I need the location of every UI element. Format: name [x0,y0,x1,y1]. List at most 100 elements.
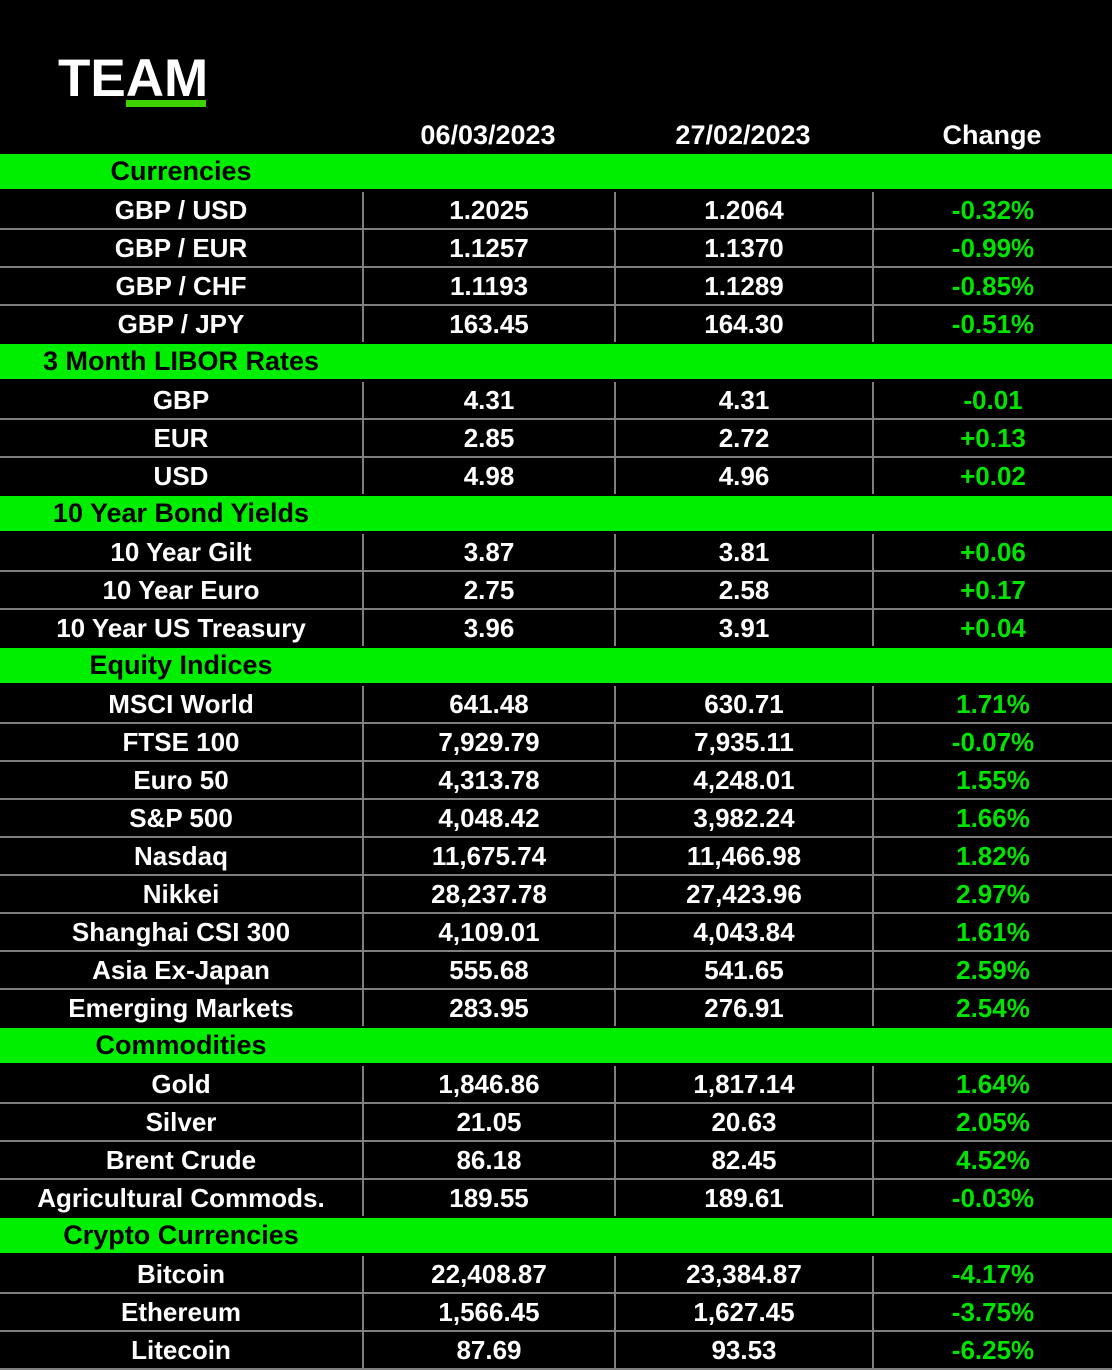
value-current: 189.55 [362,1180,614,1216]
row-label: Euro 50 [133,764,229,795]
value-previous: 3.81 [614,534,872,570]
value-previous: 2.58 [614,572,872,608]
table-section: 3 Month LIBOR Rates GBP 4.31 4.31 -0.01 … [0,344,1112,494]
row-label: GBP / JPY [117,308,245,339]
value-current: 2.75 [362,572,614,608]
table-row: Litecoin 87.69 93.53 -6.25% [0,1330,1112,1370]
row-label: Ethereum [121,1296,241,1327]
value-current: 2.85 [362,420,614,456]
section-title: Crypto Currencies [63,1220,299,1250]
value-change: -6.25% [872,1332,1112,1368]
value-change: 1.61% [872,914,1112,950]
table-row: Euro 50 4,313.78 4,248.01 1.55% [0,760,1112,798]
row-label: GBP / CHF [115,270,247,301]
value-change: 1.66% [872,800,1112,836]
value-previous: 4.31 [614,382,872,418]
value-current: 4,048.42 [362,800,614,836]
table-section: Currencies GBP / USD 1.2025 1.2064 -0.32… [0,154,1112,342]
table-row: GBP / USD 1.2025 1.2064 -0.32% [0,192,1112,228]
section-header-bar: Equity Indices [0,648,1112,683]
value-previous: 541.65 [614,952,872,988]
section-rows: 10 Year Gilt 3.87 3.81 +0.06 10 Year Eur… [0,534,1112,646]
date-previous-header: 27/02/2023 [675,119,811,150]
value-current: 86.18 [362,1142,614,1178]
table-row: GBP / CHF 1.1193 1.1289 -0.85% [0,266,1112,304]
table-row: Ethereum 1,566.45 1,627.45 -3.75% [0,1292,1112,1330]
table-row: Nasdaq 11,675.74 11,466.98 1.82% [0,836,1112,874]
table-section: Equity Indices MSCI World 641.48 630.71 … [0,648,1112,1026]
value-change: 4.52% [872,1142,1112,1178]
table-row: MSCI World 641.48 630.71 1.71% [0,686,1112,722]
table-row: Gold 1,846.86 1,817.14 1.64% [0,1066,1112,1102]
value-previous: 4,248.01 [614,762,872,798]
table-row: 10 Year Euro 2.75 2.58 +0.17 [0,570,1112,608]
section-rows: Bitcoin 22,408.87 23,384.87 -4.17% Ether… [0,1256,1112,1370]
row-label: Nasdaq [134,840,228,871]
value-previous: 93.53 [614,1332,872,1368]
value-previous: 11,466.98 [614,838,872,874]
section-title: 10 Year Bond Yields [52,498,310,528]
row-label: Shanghai CSI 300 [71,916,291,947]
value-previous: 164.30 [614,306,872,342]
row-label: Asia Ex-Japan [92,954,270,985]
row-label: Brent Crude [105,1144,257,1175]
table-row: Asia Ex-Japan 555.68 541.65 2.59% [0,950,1112,988]
value-change: -0.01 [872,382,1112,418]
value-change: -0.85% [872,268,1112,304]
row-label: 10 Year Euro [102,574,260,605]
value-change: 1.55% [872,762,1112,798]
row-label: Emerging Markets [68,992,294,1023]
value-current: 4.31 [362,382,614,418]
table-row: GBP / EUR 1.1257 1.1370 -0.99% [0,228,1112,266]
value-change: -0.99% [872,230,1112,266]
table-row: Shanghai CSI 300 4,109.01 4,043.84 1.61% [0,912,1112,950]
value-previous: 276.91 [614,990,872,1026]
value-current: 163.45 [362,306,614,342]
value-change: 2.59% [872,952,1112,988]
section-rows: Gold 1,846.86 1,817.14 1.64% Silver 21.0… [0,1066,1112,1216]
section-header-bar: Crypto Currencies [0,1218,1112,1253]
value-previous: 4,043.84 [614,914,872,950]
row-label: Nikkei [142,878,220,909]
row-label: Silver [145,1106,217,1137]
table-row: GBP / JPY 163.45 164.30 -0.51% [0,304,1112,342]
table-row: 10 Year US Treasury 3.96 3.91 +0.04 [0,608,1112,646]
table-row: Brent Crude 86.18 82.45 4.52% [0,1140,1112,1178]
value-previous: 4.96 [614,458,872,494]
row-label: S&P 500 [129,802,233,833]
section-title: Commodities [95,1030,267,1060]
value-change: 1.64% [872,1066,1112,1102]
value-previous: 3.91 [614,610,872,646]
value-previous: 23,384.87 [614,1256,872,1292]
value-current: 4.98 [362,458,614,494]
section-header-bar: Commodities [0,1028,1112,1063]
table-row: Nikkei 28,237.78 27,423.96 2.97% [0,874,1112,912]
row-label: MSCI World [108,688,254,719]
value-current: 3.96 [362,610,614,646]
date-current-header: 06/03/2023 [420,119,556,150]
value-change: 2.97% [872,876,1112,912]
table-row: Emerging Markets 283.95 276.91 2.54% [0,988,1112,1026]
column-header-row: 06/03/2023 27/02/2023 Change [0,118,1112,152]
row-label: FTSE 100 [122,726,240,757]
value-current: 3.87 [362,534,614,570]
section-title: Equity Indices [89,650,273,680]
value-current: 7,929.79 [362,724,614,760]
value-current: 1.2025 [362,192,614,228]
table-section: Crypto Currencies Bitcoin 22,408.87 23,3… [0,1218,1112,1370]
value-current: 555.68 [362,952,614,988]
value-previous: 2.72 [614,420,872,456]
table-row: S&P 500 4,048.42 3,982.24 1.66% [0,798,1112,836]
row-label: Bitcoin [136,1258,226,1289]
value-change: 2.54% [872,990,1112,1026]
value-change: 2.05% [872,1104,1112,1140]
value-change: -0.51% [872,306,1112,342]
team-logo: TEAM [58,49,209,108]
row-label: GBP / USD [114,194,248,225]
value-previous: 1.2064 [614,192,872,228]
value-change: -0.07% [872,724,1112,760]
value-change: -0.32% [872,192,1112,228]
row-label: Agricultural Commods. [37,1182,325,1213]
value-previous: 630.71 [614,686,872,722]
